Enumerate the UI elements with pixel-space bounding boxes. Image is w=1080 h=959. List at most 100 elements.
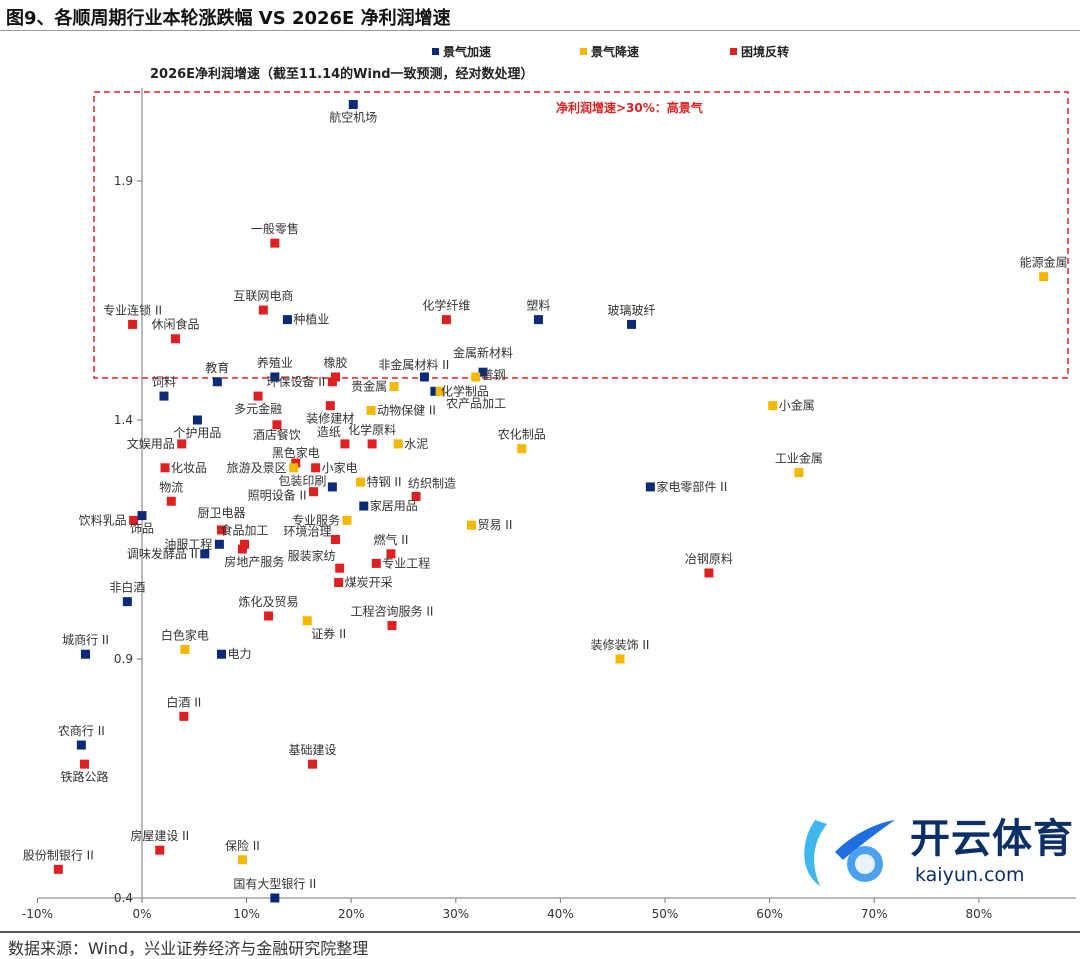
data-point [170,334,180,344]
data-point [517,444,527,454]
point-label: 养殖业 [257,355,293,370]
data-point [289,463,299,473]
point-label: 黑色家电 [272,445,320,460]
point-label: 贸易 II [477,518,512,532]
data-point [794,468,804,478]
x-tick-label: 80% [965,907,992,921]
point-label: 专业连锁 II [103,302,162,317]
x-tick-label: 0% [132,907,151,921]
point-label: 能源金属 [1020,255,1068,270]
point-label: 证券 II [311,626,346,641]
point-label: 航空机场 [329,110,377,125]
data-point [160,463,170,473]
legend-label: 景气加速 [443,44,491,59]
point-label: 环境治理 [283,524,331,539]
point-label: 专业服务 [292,512,340,527]
data-point [137,511,147,521]
legend-swatch [730,48,737,55]
point-label: 环保设备 II [266,375,325,389]
data-point [270,372,280,382]
legend-swatch [432,48,439,55]
point-label: 贵金属 [351,379,387,394]
data-point [307,759,317,769]
data-point [282,315,292,325]
point-label: 个护用品 [173,426,221,440]
data-point [237,544,247,554]
point-label: 国有大型银行 II [233,877,316,891]
point-label: 燃气 II [373,532,408,547]
data-point [270,238,280,248]
x-tick-label: 30% [442,907,469,921]
point-label: 铁路公路 [60,769,108,784]
data-point [53,864,63,874]
data-point [240,539,250,549]
point-label: 文娱用品 [127,436,175,451]
source-divider [0,931,1080,933]
point-label: 服装家纺 [288,548,336,563]
data-point [348,100,358,110]
point-label: 照明设备 II [248,489,307,503]
data-point [179,711,189,721]
point-label: 多元金融 [234,401,282,416]
point-label: 金属新材料 [453,345,513,360]
point-label: 种植业 [293,312,329,327]
data-point [393,439,403,449]
point-label: 煤炭开采 [345,576,393,590]
data-point [309,487,319,497]
point-label: 化妆品 [171,461,207,475]
data-point [356,477,366,487]
point-label: 家电零部件 II [656,479,727,494]
point-label: 油服工程 [164,536,212,551]
data-point [386,549,396,559]
point-label: 食品加工 [221,522,269,537]
point-label: 互联网电商 [233,288,293,303]
data-point [441,315,451,325]
point-label: 水泥 [404,437,428,451]
data-point [216,649,226,659]
point-label: 非白酒 [109,580,145,595]
data-point [478,367,488,377]
data-point [272,420,282,430]
point-label: 冶钢原料 [685,552,733,566]
data-point [177,439,187,449]
data-point [76,740,86,750]
legend-label: 困境反转 [741,44,789,59]
data-point [419,372,429,382]
point-label: 一般零售 [251,221,299,236]
data-point [237,855,247,865]
point-label: 房地产服务 [224,554,284,569]
data-point [216,525,226,535]
point-label: 房屋建设 II [130,828,189,843]
legend-swatch [580,48,587,55]
data-point [342,515,352,525]
data-point [335,563,345,573]
point-label: 包装印刷 [278,474,326,488]
data-point [430,386,440,396]
point-label: 动物保健 II [377,403,436,417]
point-label: 饲料 [152,375,176,389]
point-label: 饮料乳品 [79,513,127,527]
point-label: 家居用品 [370,498,418,513]
data-point [331,535,341,544]
x-tick-label: 60% [756,907,783,921]
data-point [466,520,476,530]
point-label: 工业金属 [775,451,823,466]
x-tick-label: 70% [861,907,888,921]
x-tick-label: 40% [547,907,574,921]
watermark-logo: 开云体育 kaiyun.com [795,812,1080,894]
x-tick-label: 10% [233,907,260,921]
data-point [334,578,344,588]
point-label: 农化制品 [498,428,546,442]
kaiyun-logo-icon [804,820,895,886]
data-point [389,382,399,392]
data-point [367,439,377,449]
data-point [214,539,224,549]
data-point [327,377,337,387]
data-point [331,372,341,382]
point-label: 保险 II [225,838,260,853]
point-label: 休闲食品 [151,317,199,332]
data-point [192,415,202,425]
data-point [371,558,381,568]
y-tick-label: 1.9 [114,174,133,188]
data-point [128,319,138,329]
